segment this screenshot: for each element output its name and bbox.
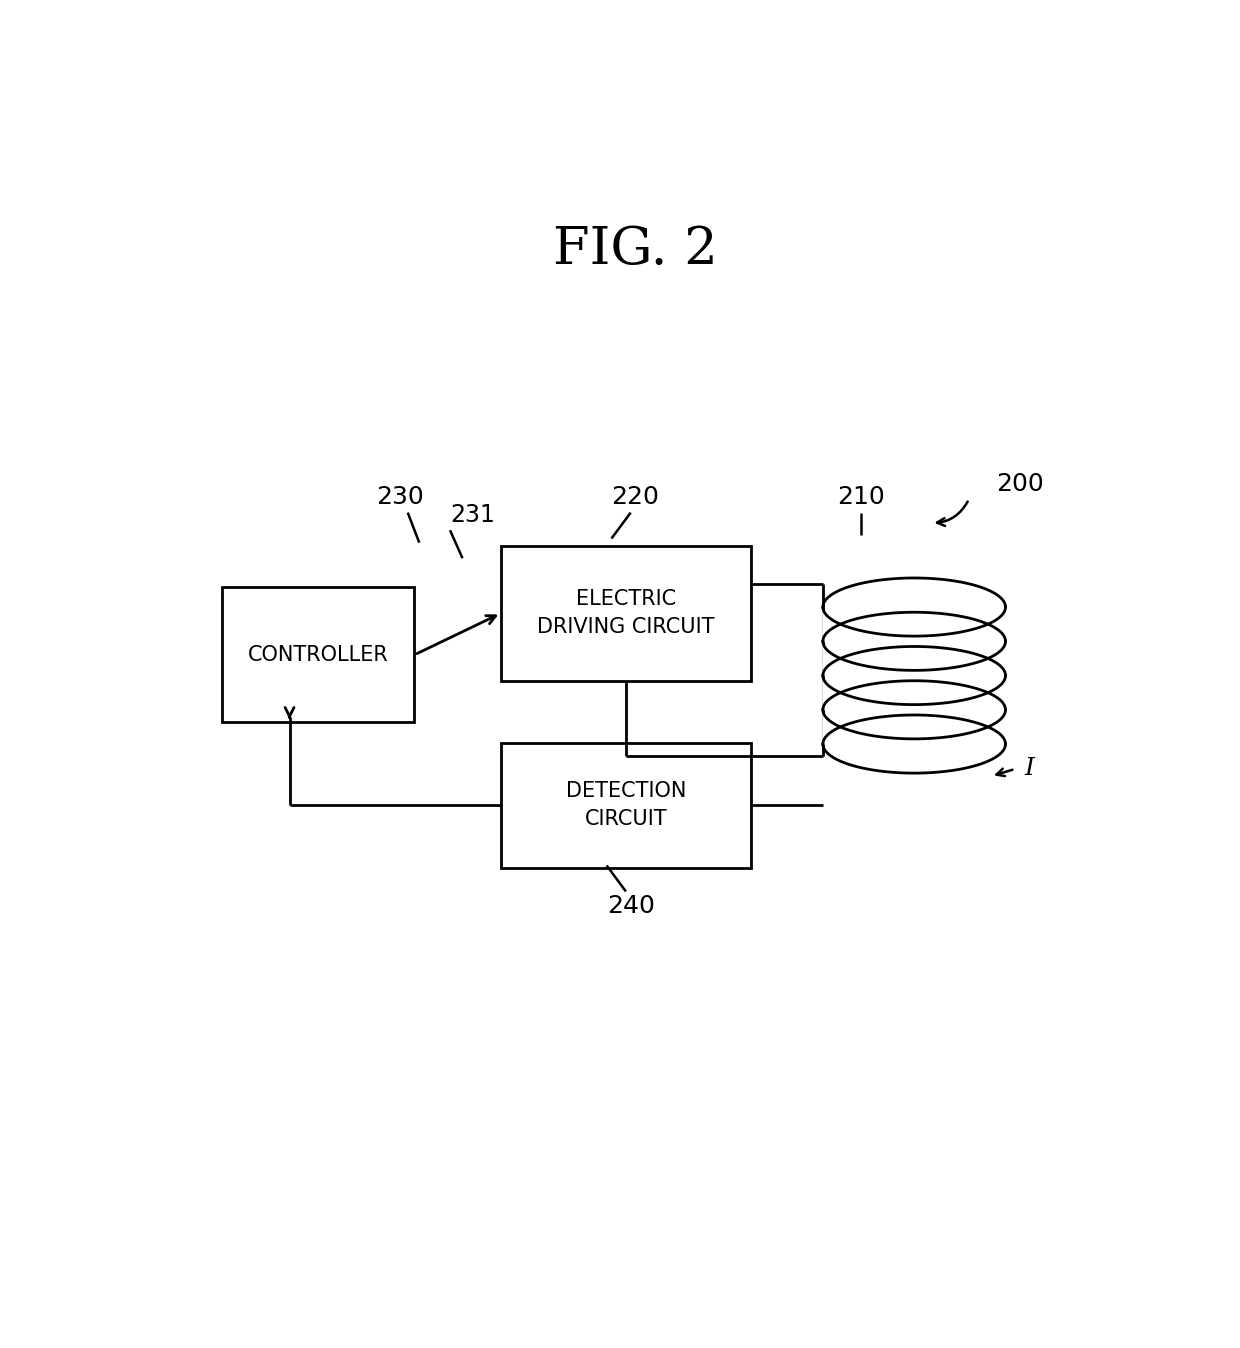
Text: I: I [1024,758,1034,780]
Text: 220: 220 [611,485,660,510]
Text: ELECTRIC
DRIVING CIRCUIT: ELECTRIC DRIVING CIRCUIT [537,589,714,638]
Polygon shape [823,710,1006,744]
Text: 231: 231 [450,503,495,527]
Polygon shape [823,642,1006,675]
Text: CONTROLLER: CONTROLLER [248,644,389,665]
Text: 240: 240 [606,894,655,918]
Bar [222,588,414,723]
Text: 200: 200 [996,472,1044,496]
Text: 210: 210 [837,485,885,510]
Text: DETECTION
CIRCUIT: DETECTION CIRCUIT [565,782,686,829]
Bar [501,546,750,681]
Polygon shape [823,607,1006,642]
Bar [501,743,750,868]
Polygon shape [823,675,1006,710]
Text: 230: 230 [376,485,424,510]
Text: FIG. 2: FIG. 2 [553,224,718,275]
